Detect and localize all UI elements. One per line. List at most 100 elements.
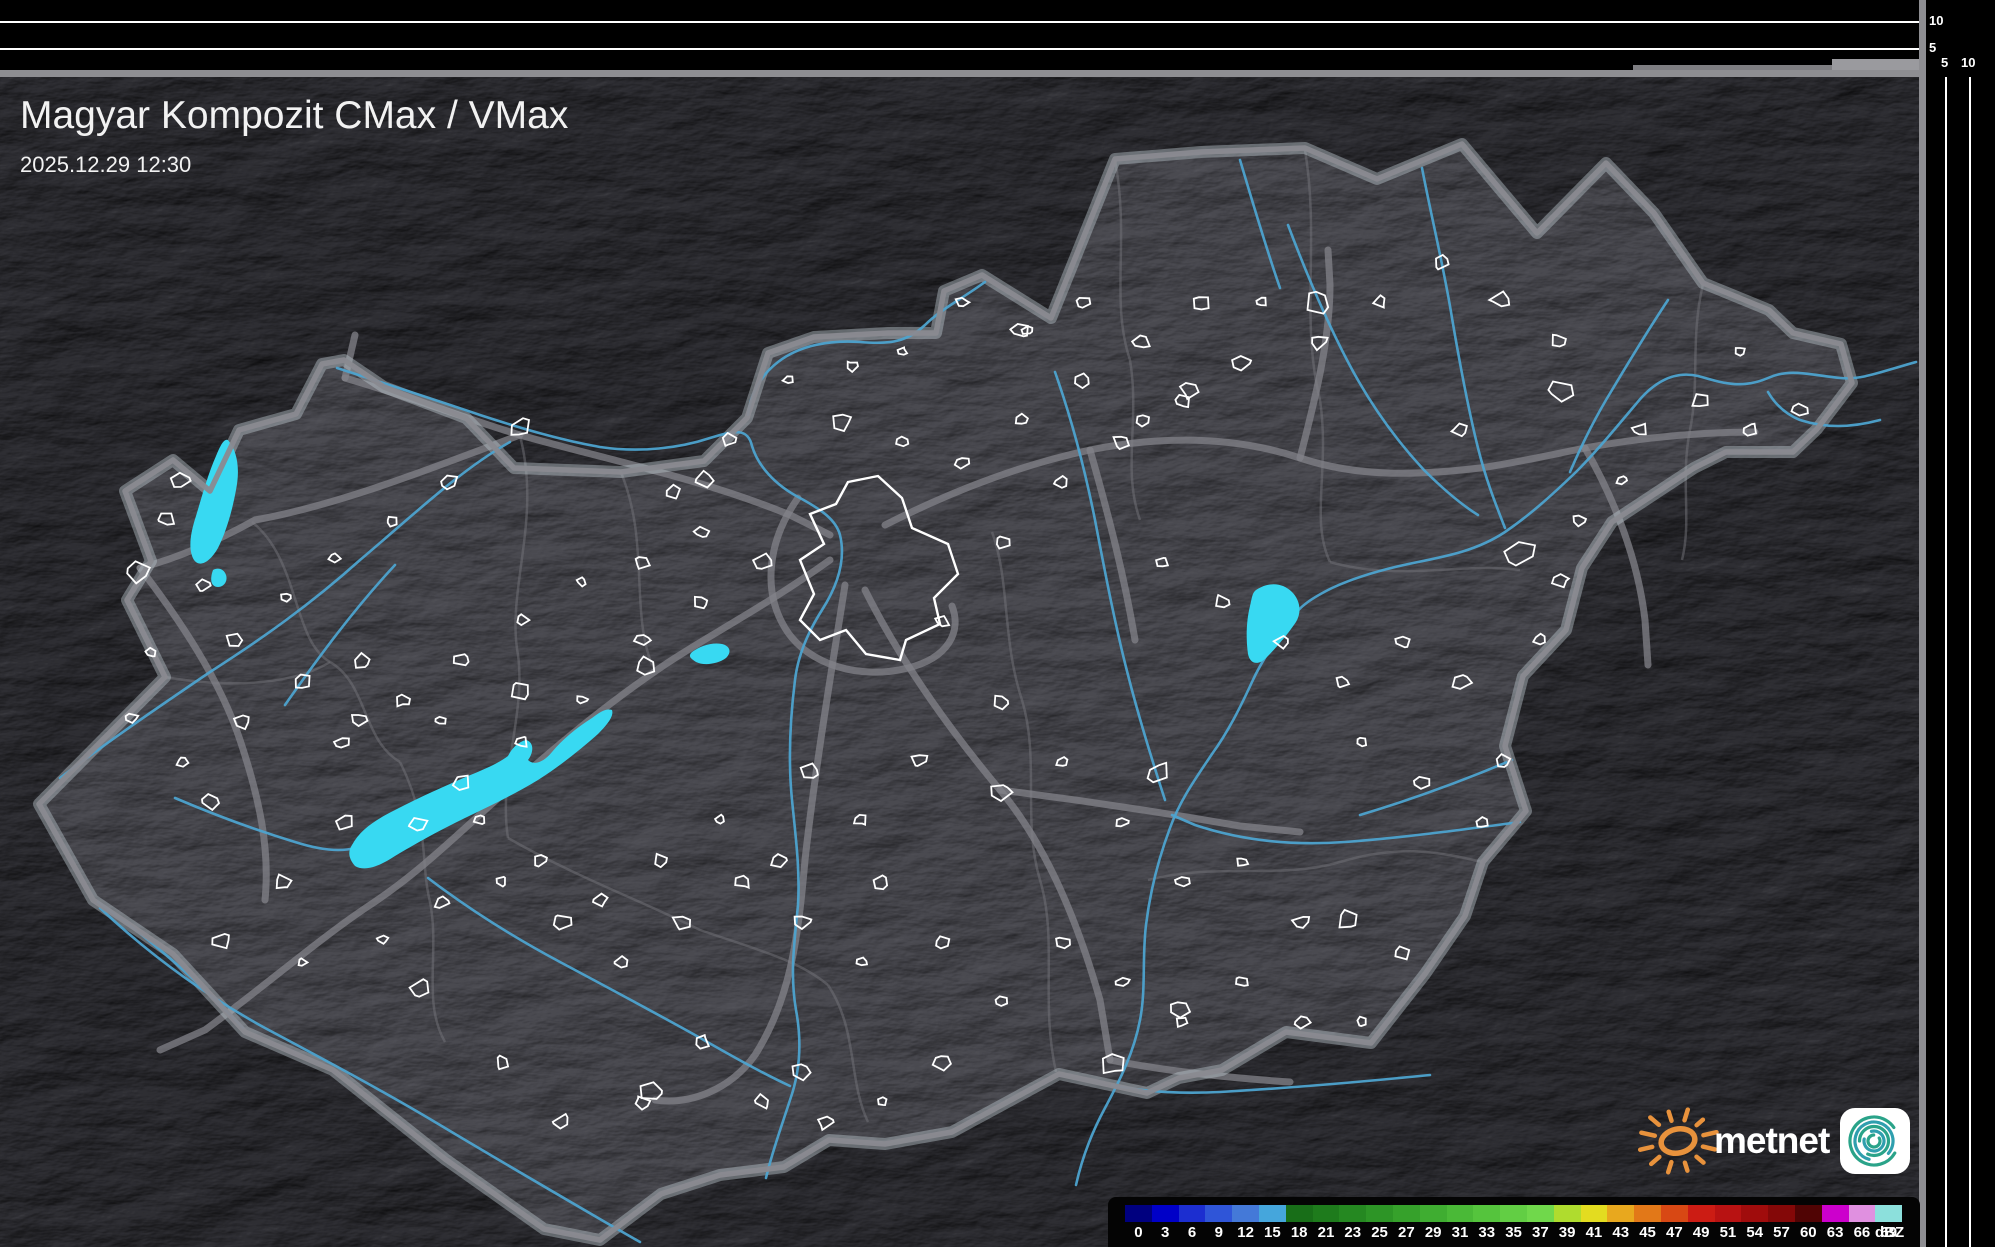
country-border — [36, 141, 1855, 1243]
town-outline — [995, 535, 1011, 550]
colorbar-tick: 6 — [1187, 1224, 1197, 1241]
colorbar-tick: 66 — [1853, 1224, 1871, 1241]
town-outline — [1551, 333, 1567, 348]
town-outline — [1135, 414, 1150, 428]
town-outline — [1338, 908, 1358, 929]
metnet-app-icon — [1840, 1108, 1910, 1174]
colorbar-tick: 35 — [1505, 1224, 1522, 1241]
town-outline — [751, 552, 773, 570]
town-outline — [1290, 915, 1311, 929]
town-outline — [510, 682, 529, 701]
town-outline — [407, 816, 429, 832]
colorbar-swatch — [1794, 1205, 1822, 1222]
town-outline — [451, 774, 470, 791]
town-outline — [1306, 290, 1330, 315]
town-outline — [516, 613, 532, 627]
town-outline — [354, 651, 371, 669]
town-outline — [1371, 294, 1386, 309]
town-outline — [534, 854, 548, 868]
river — [335, 366, 844, 1180]
town-outline — [799, 762, 819, 779]
town-outline — [1169, 1001, 1192, 1019]
town-outline — [1293, 1015, 1313, 1030]
colorbar-swatch — [1312, 1205, 1340, 1222]
metnet-logo: metnet — [1636, 1096, 1936, 1196]
town-outline — [495, 875, 506, 888]
town-outline — [514, 735, 528, 748]
town-outline — [1503, 541, 1537, 567]
motorway — [136, 431, 524, 572]
sun-icon — [1637, 1107, 1719, 1175]
town-outline — [1742, 422, 1758, 437]
colorbar-swatch — [1178, 1205, 1206, 1222]
lake — [211, 568, 227, 587]
colorbar-tick: 69 — [1880, 1224, 1898, 1241]
town-outline — [1231, 355, 1253, 372]
dbz-colorbar: 0 3 6 9 12 15 18 21 23 25 27 29 31 33 35 37 39 41 43 45 47 49… — [1108, 1197, 1920, 1247]
town-outline — [1052, 474, 1068, 489]
town-outline — [1112, 435, 1131, 451]
right-strip-5km-line — [1945, 77, 1947, 1247]
county-border — [164, 660, 331, 685]
town-outline — [334, 814, 353, 831]
town-outline — [434, 715, 447, 725]
colorbar-tick: 51 — [1719, 1224, 1737, 1241]
town-outline — [1335, 675, 1351, 689]
colorbar-swatch — [1526, 1205, 1554, 1222]
town-outline — [1356, 736, 1368, 748]
colorbar-tick: 15 — [1264, 1224, 1281, 1241]
town-outline — [275, 873, 293, 890]
motorway — [767, 494, 959, 676]
map-frame-vertical — [1919, 0, 1926, 1247]
colorbar-swatch — [1607, 1205, 1635, 1222]
town-outline — [350, 714, 369, 728]
colorbar-tick: 33 — [1478, 1224, 1496, 1241]
town-outline — [1173, 876, 1191, 888]
town-outline — [634, 1095, 652, 1111]
motorway — [1581, 444, 1652, 669]
top-strip-echo-step — [1832, 59, 1919, 70]
town-outline — [1114, 976, 1132, 987]
colorbar-swatch — [1687, 1205, 1715, 1222]
town-outline — [1734, 347, 1746, 357]
town-outline — [472, 814, 486, 826]
lake — [689, 643, 730, 665]
town-outline — [832, 413, 853, 433]
town-outline — [452, 653, 470, 667]
town-outline — [896, 346, 909, 356]
town-outline — [933, 614, 951, 628]
colorbar-tick: 0 — [1134, 1224, 1143, 1241]
motorway — [1086, 446, 1139, 644]
town-outline — [1155, 556, 1170, 568]
metnet-logo-graphics — [1637, 1107, 1910, 1175]
colorbar-tick: 18 — [1290, 1224, 1308, 1241]
vmax-top-strip — [0, 0, 1919, 70]
town-outline — [694, 469, 715, 489]
town-outline — [1130, 334, 1151, 349]
town-outline — [175, 756, 190, 768]
town-outline — [1394, 635, 1411, 649]
river — [173, 796, 357, 852]
colorbar-swatch — [1473, 1205, 1501, 1222]
colorbar-tick: 41 — [1585, 1224, 1603, 1241]
town-outline — [693, 595, 709, 610]
river — [1420, 166, 1507, 530]
colorbar-tick: 63 — [1826, 1224, 1844, 1241]
town-outline — [575, 576, 587, 588]
river — [98, 906, 642, 1244]
motorway — [1581, 428, 1759, 452]
top-axis-5km-label: 5 — [1929, 40, 1937, 55]
colorbar-swatch — [1821, 1205, 1849, 1222]
town-outline — [636, 655, 656, 676]
lake — [1246, 584, 1300, 663]
town-outline — [1394, 945, 1411, 961]
town-outline — [211, 932, 230, 950]
town-outline — [769, 853, 789, 869]
town-outline — [1487, 290, 1511, 308]
town-outline — [734, 874, 750, 890]
right-strip-10km-line — [1969, 77, 1971, 1247]
town-outline — [1075, 296, 1092, 309]
vmax-right-strip — [1926, 0, 1995, 1247]
town-outline — [551, 1112, 569, 1130]
town-outline — [1008, 323, 1029, 338]
